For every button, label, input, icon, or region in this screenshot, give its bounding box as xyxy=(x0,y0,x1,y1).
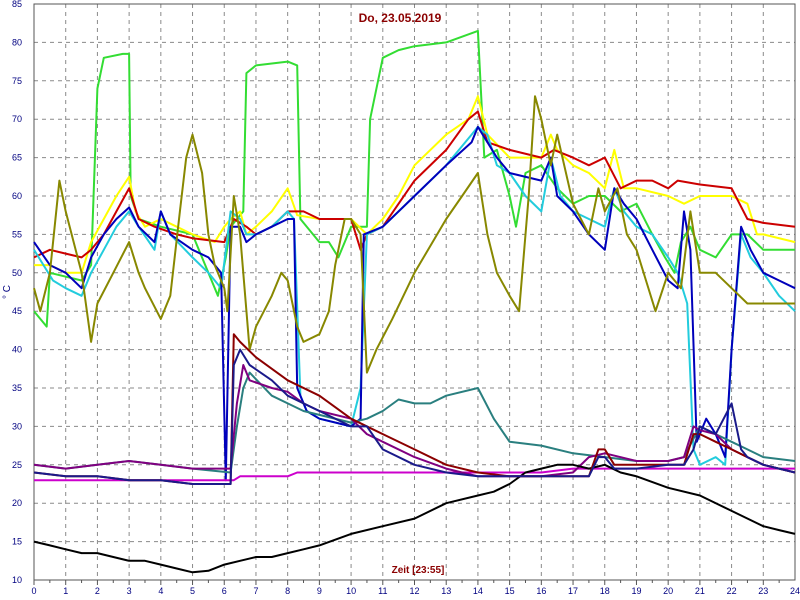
y-tick-label: 25 xyxy=(12,460,22,470)
x-tick-label: 14 xyxy=(473,586,483,596)
series-line-7 xyxy=(34,467,795,482)
y-tick-label: 10 xyxy=(12,575,22,585)
y-tick-label: 65 xyxy=(12,153,22,163)
y-tick-label: 15 xyxy=(12,537,22,547)
series-line-5 xyxy=(33,125,796,482)
x-tick-label: 23 xyxy=(758,586,768,596)
x-tick-label: 3 xyxy=(127,586,132,596)
series-line-12 xyxy=(33,348,796,485)
y-tick-label: 70 xyxy=(12,114,22,124)
x-tick-label: 16 xyxy=(536,586,546,596)
x-tick-label: 15 xyxy=(505,586,515,596)
x-axis-ticks: 0 1 2 3 4 5 6 7 8 9 10 11 12 13 14 15 16 17 18 19 20 21 22 23 24 xyxy=(31,580,800,596)
x-tick-label: 11 xyxy=(378,586,387,596)
y-tick-label: 40 xyxy=(12,345,22,355)
x-tick-label: 22 xyxy=(727,586,737,596)
x-tick-label: 8 xyxy=(285,586,290,596)
x-tick-label: 5 xyxy=(190,586,195,596)
x-tick-label: 4 xyxy=(158,586,163,596)
y-tick-label: 75 xyxy=(12,76,22,86)
y-tick-label: 60 xyxy=(12,191,22,201)
y-tick-label: 30 xyxy=(12,421,22,431)
series-line-8 xyxy=(33,371,796,474)
x-tick-label: 18 xyxy=(600,586,610,596)
x-tick-label: 12 xyxy=(409,586,419,596)
chart-title: Do, 23.05.2019 xyxy=(359,11,442,25)
y-tick-label: 20 xyxy=(12,498,22,508)
x-tick-label: 17 xyxy=(568,586,578,596)
x-tick-label: 7 xyxy=(253,586,258,596)
x-tick-label: 19 xyxy=(631,586,641,596)
y-tick-label: 85 xyxy=(12,0,22,9)
series-line-9 xyxy=(33,364,796,478)
x-axis-label: Zeit [23:55] xyxy=(392,565,445,576)
data-series xyxy=(33,29,796,574)
x-tick-label: 9 xyxy=(317,586,322,596)
x-tick-label: 24 xyxy=(790,586,800,596)
x-tick-label: 13 xyxy=(441,586,451,596)
x-tick-label: 0 xyxy=(31,586,36,596)
x-tick-label: 1 xyxy=(63,586,68,596)
y-tick-label: 50 xyxy=(12,268,22,278)
y-axis-label: ° C xyxy=(2,285,13,299)
y-tick-label: 35 xyxy=(12,383,22,393)
x-tick-label: 10 xyxy=(346,586,356,596)
x-tick-label: 20 xyxy=(663,586,673,596)
y-axis-ticks: 10 15 20 25 30 35 40 45 50 55 60 65 70 75 80 85 xyxy=(12,0,22,585)
y-tick-label: 80 xyxy=(12,37,22,47)
x-tick-label: 2 xyxy=(95,586,100,596)
x-tick-label: 21 xyxy=(695,586,705,596)
y-tick-label: 45 xyxy=(12,306,22,316)
series-line-6 xyxy=(33,95,795,374)
y-tick-label: 55 xyxy=(12,229,22,239)
series-line-10 xyxy=(33,463,796,574)
x-tick-label: 6 xyxy=(222,586,227,596)
